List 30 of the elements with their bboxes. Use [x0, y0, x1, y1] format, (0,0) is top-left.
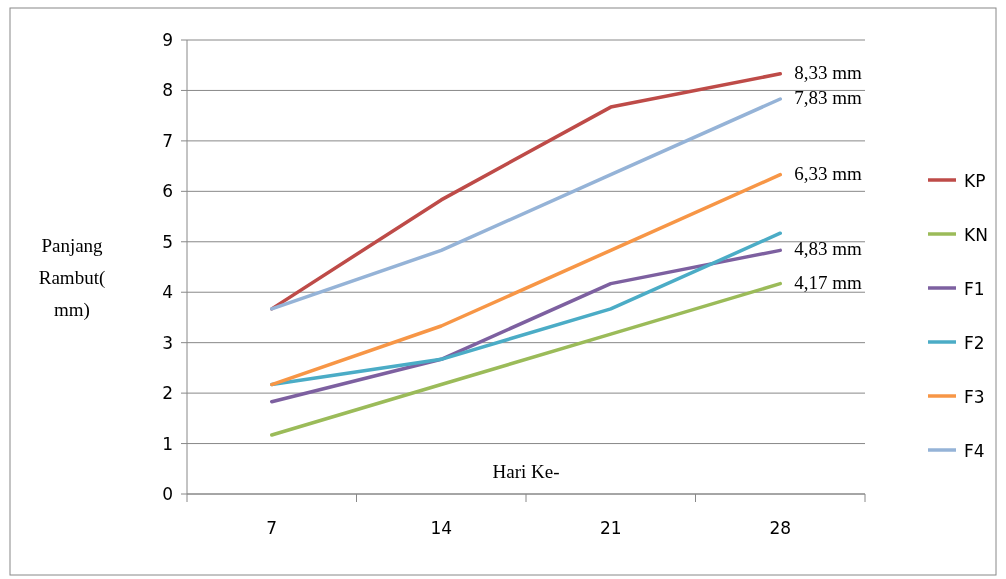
- data-label: 7,83 mm: [794, 87, 863, 109]
- data-label: 8,33 mm: [794, 61, 863, 83]
- y-tick-label: 4: [162, 282, 173, 303]
- line-series: [270, 172, 782, 387]
- data-label: 6,33 mm: [794, 162, 863, 184]
- legend-label: KP: [964, 171, 986, 191]
- y-tick-label: 0: [162, 484, 173, 504]
- legend-label: F3: [964, 387, 985, 407]
- x-tick-label: 28: [769, 518, 792, 538]
- legend-label: F1: [964, 279, 985, 299]
- data-label: 4,83 mm: [794, 238, 863, 260]
- x-tick-label: 7: [266, 518, 278, 538]
- y-tick-label: 3: [162, 332, 173, 353]
- y-axis-title: Panjang Rambut( mm): [38, 235, 106, 321]
- y-tick-label: 7: [162, 130, 173, 151]
- legend-label: F4: [964, 441, 985, 461]
- legend-label: KN: [964, 225, 988, 245]
- line-series: [270, 248, 782, 404]
- y-tick-label: 1: [162, 433, 173, 454]
- y-tick-label: 9: [162, 30, 173, 50]
- y-tick-label: 8: [162, 80, 173, 101]
- x-axis-title: Hari Ke-: [492, 461, 560, 482]
- legend-label: F2: [964, 333, 985, 353]
- y-tick-label: 6: [162, 181, 173, 202]
- y-tick-label: 2: [162, 383, 173, 404]
- line-series: [270, 281, 782, 437]
- x-tick-label: 14: [430, 518, 453, 538]
- y-tick-label: 5: [162, 231, 173, 252]
- x-tick-label: 21: [599, 518, 622, 538]
- data-label: 4,17 mm: [794, 271, 863, 293]
